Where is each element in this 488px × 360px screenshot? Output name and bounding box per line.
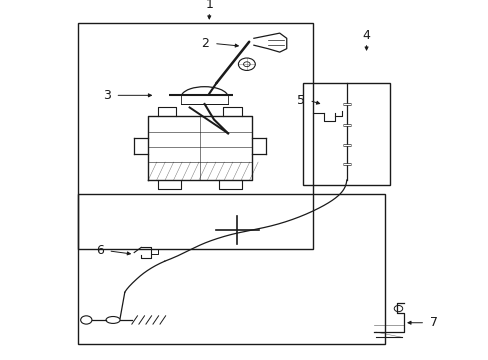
Text: 1: 1 [205, 0, 213, 11]
Text: 3: 3 [102, 89, 110, 102]
Text: 4: 4 [362, 29, 370, 42]
Text: 5: 5 [296, 94, 304, 107]
Bar [78, 23, 312, 249]
Bar [78, 194, 385, 344]
Bar [303, 83, 389, 185]
Text: 6: 6 [96, 244, 103, 257]
Text: 7: 7 [429, 316, 437, 329]
Text: 2: 2 [201, 37, 209, 50]
